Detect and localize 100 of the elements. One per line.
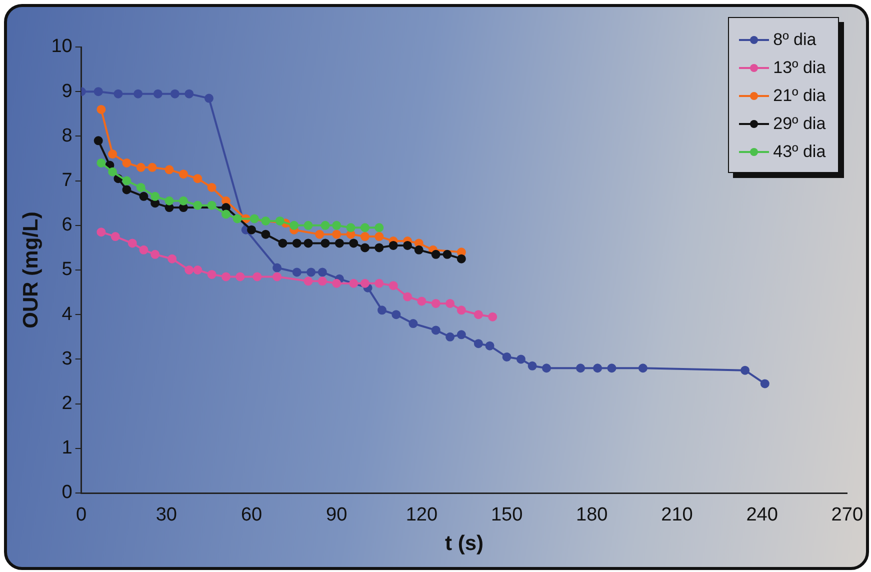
point <box>150 198 160 208</box>
point <box>252 272 262 282</box>
point <box>178 196 188 206</box>
point <box>153 89 162 98</box>
point <box>306 268 316 277</box>
point <box>261 230 270 239</box>
point <box>247 225 256 234</box>
point <box>403 292 412 302</box>
point <box>148 162 157 172</box>
point <box>403 240 412 250</box>
point <box>474 339 483 348</box>
point <box>164 196 174 206</box>
y-tick-label: 8 <box>62 125 72 146</box>
point <box>207 200 216 210</box>
point <box>134 89 143 98</box>
point <box>96 228 106 237</box>
point <box>193 174 202 184</box>
y-tick-label: 9 <box>62 80 72 102</box>
point <box>431 250 440 259</box>
point <box>392 310 401 320</box>
point <box>232 214 242 224</box>
y-tick-label: 0 <box>62 482 72 504</box>
point <box>275 216 284 226</box>
point <box>516 354 526 364</box>
point <box>136 182 146 192</box>
point <box>221 210 230 219</box>
point <box>408 319 418 328</box>
point <box>272 272 282 282</box>
point <box>360 278 370 288</box>
point <box>360 232 370 242</box>
point <box>456 254 466 264</box>
point <box>374 223 384 232</box>
point <box>139 245 148 254</box>
point <box>576 364 586 373</box>
point <box>304 220 313 230</box>
point <box>164 165 174 174</box>
point <box>593 364 602 373</box>
point <box>456 306 466 315</box>
y-axis-title: OUR (mg/L) <box>19 212 42 328</box>
point <box>318 276 327 286</box>
point <box>315 230 324 239</box>
point <box>346 223 356 232</box>
point <box>446 298 455 308</box>
point <box>261 216 270 226</box>
point <box>349 278 358 288</box>
point <box>122 176 132 186</box>
point <box>332 278 342 288</box>
point <box>377 306 386 315</box>
y-tick-label: 1 <box>62 438 72 459</box>
point <box>417 296 426 306</box>
point <box>278 238 288 248</box>
point <box>193 200 202 210</box>
point <box>760 379 770 388</box>
point <box>96 158 106 168</box>
point <box>96 104 106 114</box>
point <box>502 352 512 362</box>
point <box>414 245 424 254</box>
x-tick-label: 240 <box>746 504 778 526</box>
point <box>193 266 202 274</box>
point <box>114 89 123 98</box>
point <box>488 312 498 322</box>
y-tick-label: 7 <box>62 170 72 192</box>
point <box>150 250 160 259</box>
point <box>431 298 440 308</box>
point <box>207 182 216 192</box>
point <box>542 364 551 373</box>
point <box>122 185 132 194</box>
point <box>318 268 327 277</box>
x-tick-label: 90 <box>326 504 348 526</box>
x-tick-label: 30 <box>156 504 177 526</box>
point <box>304 276 313 286</box>
point <box>250 214 259 224</box>
point <box>207 270 216 279</box>
point <box>442 250 452 259</box>
point <box>332 230 342 239</box>
point <box>528 361 537 370</box>
point <box>272 263 282 272</box>
point <box>108 167 118 176</box>
point <box>290 220 299 230</box>
point <box>170 89 180 98</box>
point <box>204 94 214 103</box>
point <box>334 238 344 248</box>
legend-label: 21º dia <box>773 86 826 106</box>
point <box>136 162 146 172</box>
point <box>292 238 302 248</box>
point <box>332 220 342 230</box>
point <box>94 136 103 146</box>
legend-label: 8º dia <box>773 30 816 50</box>
x-axis-title: t (s) <box>444 532 484 556</box>
point <box>320 220 330 230</box>
point <box>304 238 313 248</box>
point <box>388 240 398 250</box>
y-tick-label: 2 <box>62 393 72 414</box>
point <box>485 341 494 350</box>
point <box>178 170 188 179</box>
point <box>638 364 648 373</box>
x-tick-label: 120 <box>406 504 438 526</box>
y-tick-label: 6 <box>62 214 72 236</box>
point <box>360 243 370 252</box>
x-tick-label: 270 <box>831 504 863 526</box>
